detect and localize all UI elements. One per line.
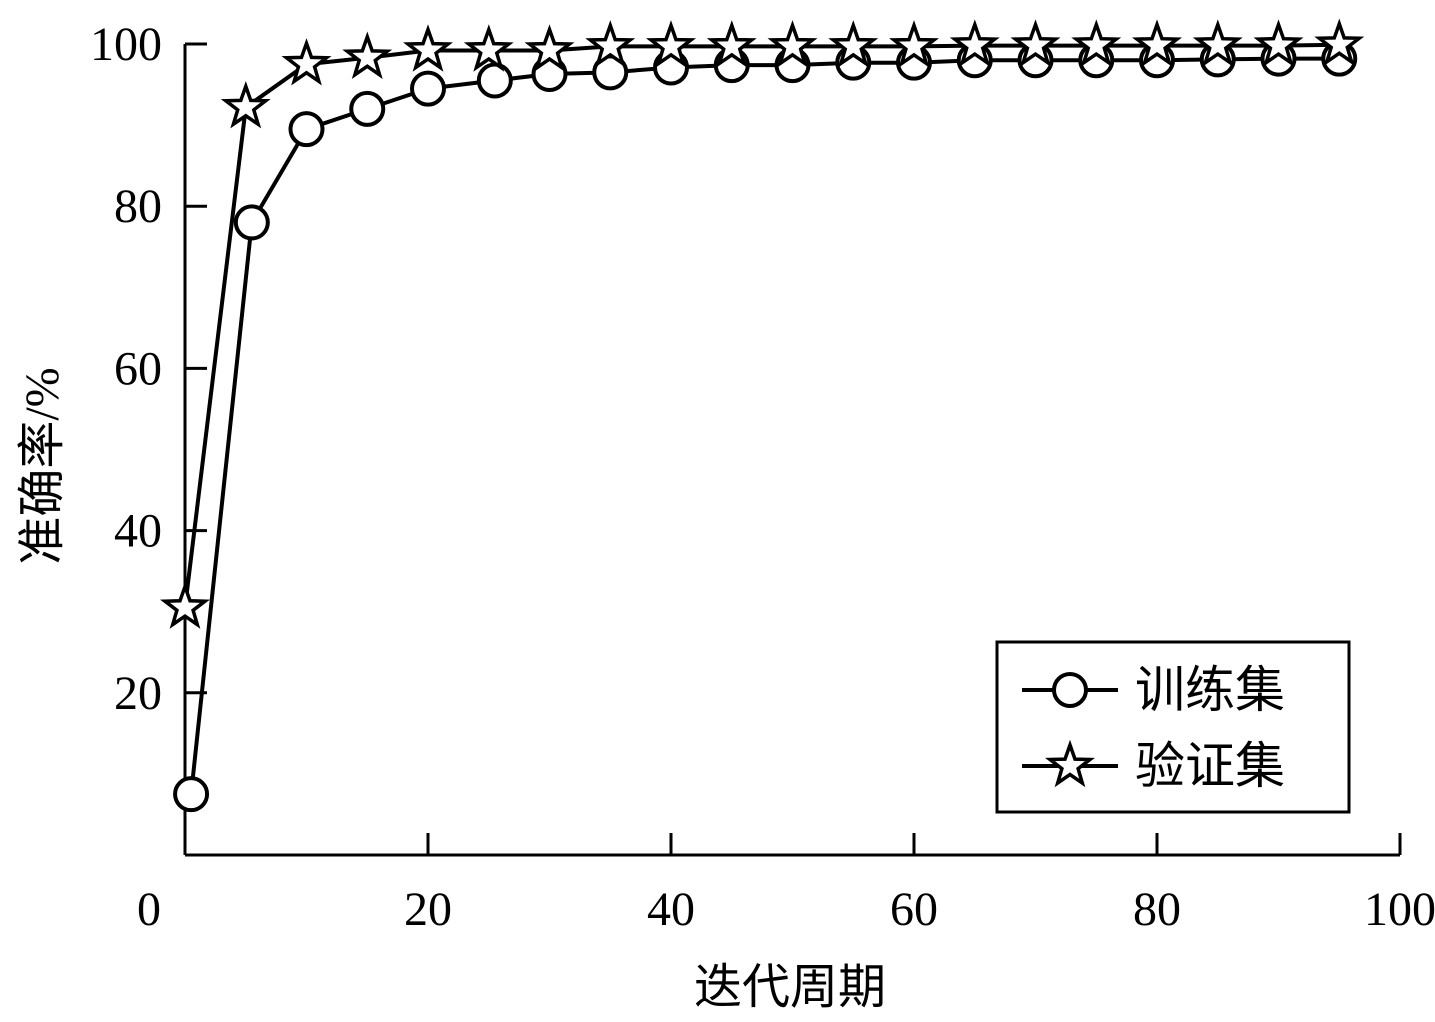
series-layer: [160, 18, 1365, 813]
y-tick-label: 40: [114, 505, 162, 558]
circle-marker: [476, 62, 513, 99]
legend-label: 训练集: [1135, 662, 1285, 718]
legend-label: 验证集: [1135, 738, 1285, 794]
star-marker: [1132, 19, 1182, 67]
circle-marker: [410, 70, 446, 107]
y-tick-label: 60: [114, 342, 162, 395]
star-marker: [1253, 19, 1304, 67]
star-marker: [463, 24, 514, 72]
star-marker: [889, 20, 939, 68]
x-tick-label: 100: [1364, 883, 1435, 936]
circle-marker: [349, 90, 386, 127]
circle-marker: [173, 776, 210, 813]
star-marker: [160, 581, 210, 629]
star-marker: [403, 24, 453, 72]
y-axis-label: 准确率/%: [16, 367, 69, 564]
star-marker: [524, 24, 575, 72]
circle-marker: [288, 111, 325, 148]
star-marker: [706, 20, 757, 68]
star-marker: [1010, 19, 1061, 67]
legend-circle-marker: [1052, 672, 1088, 708]
star-marker: [585, 20, 636, 68]
legend-star-marker: [1045, 739, 1095, 788]
star-marker: [1314, 18, 1365, 67]
x-tick-label: 0: [137, 883, 161, 936]
series-line: [183, 42, 1340, 608]
star-marker: [1192, 19, 1243, 67]
x-axis-label: 迭代周期: [694, 961, 886, 1014]
y-tick-label: 100: [90, 18, 162, 71]
star-marker: [220, 81, 271, 129]
star-marker: [1071, 19, 1122, 67]
x-tick-label: 60: [890, 883, 938, 936]
star-marker: [949, 19, 1000, 67]
circle-marker: [233, 204, 270, 241]
y-tick-label: 20: [114, 667, 162, 720]
star-marker: [767, 20, 818, 68]
series-star: [160, 18, 1365, 629]
star-marker: [646, 20, 696, 68]
y-tick-label: 80: [114, 180, 162, 233]
star-marker: [828, 20, 879, 68]
star-marker: [342, 31, 393, 80]
legend-box: [995, 640, 1351, 814]
star-marker: [281, 38, 332, 86]
x-tick-label: 80: [1133, 883, 1181, 936]
x-tick-label: 40: [647, 883, 695, 936]
axes: 0 20 40 60 80 100 20 40 60 80 100: [90, 18, 1435, 936]
x-tick-label: 20: [404, 883, 452, 936]
